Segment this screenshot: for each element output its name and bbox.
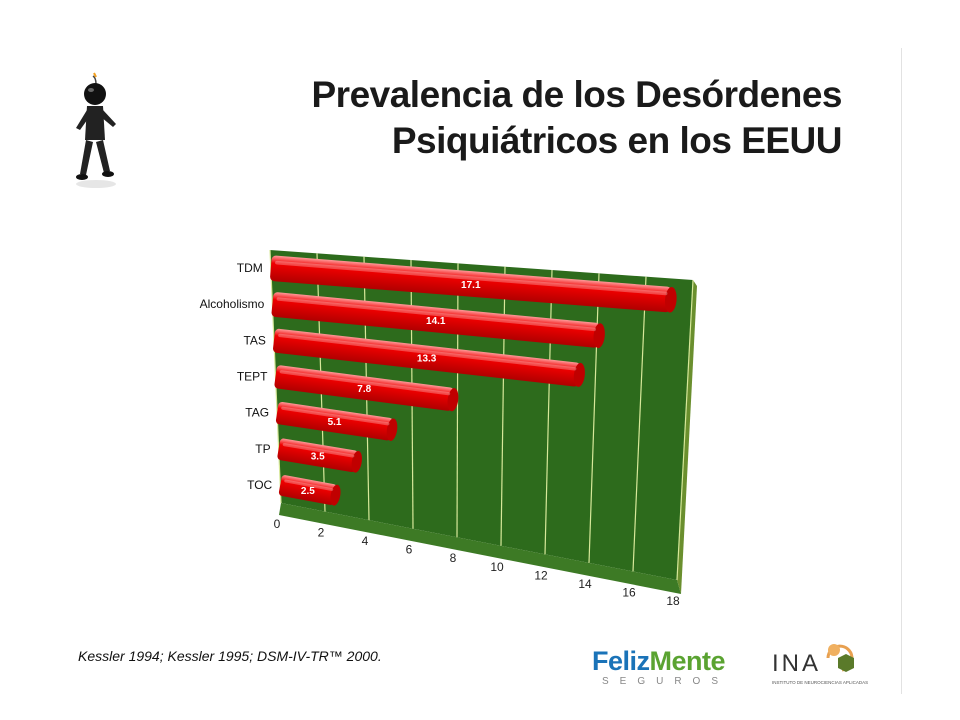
plot-floor xyxy=(279,503,681,594)
bar-body xyxy=(270,255,672,313)
bar-TAS xyxy=(273,328,585,387)
data-label: 13.3 xyxy=(417,354,437,365)
bar-body xyxy=(275,401,394,441)
x-tick-label: 14 xyxy=(578,577,592,591)
bar-body xyxy=(277,438,358,473)
title-line-1: Prevalencia de los Desórdenes xyxy=(311,74,843,115)
bar-TEPT xyxy=(274,365,459,412)
logo-word-1: Feliz xyxy=(592,646,650,676)
x-tick-label: 12 xyxy=(534,568,548,582)
data-label: 2.5 xyxy=(301,486,315,497)
x-tick-label: 10 xyxy=(490,560,504,574)
bar-body xyxy=(278,475,337,505)
citation: Kessler 1994; Kessler 1995; DSM-IV-TR™ 2… xyxy=(78,648,382,664)
gridline-10 xyxy=(500,266,506,546)
plot-side xyxy=(677,280,697,594)
x-tick-label: 2 xyxy=(318,526,325,540)
category-label: TOC xyxy=(247,478,272,492)
category-label: TDM xyxy=(237,261,263,275)
ina-logo-text: INA xyxy=(772,650,822,677)
felizmente-logo: FelizMente SEGUROS xyxy=(592,646,729,687)
gridline-16 xyxy=(632,276,647,572)
slide-divider xyxy=(901,48,902,694)
data-label: 5.1 xyxy=(328,417,342,428)
ina-logo-subtitle: INSTITUTO DE NEUROCIENCIAS APLICADAS xyxy=(772,680,869,685)
bar-cap xyxy=(330,484,341,506)
bar-body xyxy=(273,328,581,387)
bar-cap xyxy=(664,286,677,313)
bar-cap xyxy=(447,388,459,412)
title-line-2: Psiquiátricos en los EEUU xyxy=(391,120,843,161)
x-tick-label: 6 xyxy=(406,543,413,557)
x-tick-label: 4 xyxy=(362,534,369,548)
logo-word-2: Mente xyxy=(649,646,726,676)
category-label: Alcoholismo xyxy=(200,297,265,311)
category-label: TP xyxy=(255,442,270,456)
category-label: TEPT xyxy=(237,370,268,384)
data-label: 17.1 xyxy=(461,280,481,291)
ina-emblem-icon xyxy=(826,644,854,672)
logo-subtitle: SEGUROS xyxy=(602,676,730,687)
category-label: TAS xyxy=(243,333,265,347)
gridline-18 xyxy=(676,279,694,581)
gridline-14 xyxy=(588,273,600,563)
bar-TOC xyxy=(278,475,341,506)
bar-cap xyxy=(351,450,362,473)
bar-cap xyxy=(386,418,398,441)
bar-TDM xyxy=(270,255,677,313)
bar-Alcoholismo xyxy=(271,292,605,349)
bar-TAG xyxy=(275,401,398,441)
gridline-12 xyxy=(544,269,553,555)
x-tick-label: 16 xyxy=(622,585,636,599)
bar-cap xyxy=(593,323,605,349)
data-label: 7.8 xyxy=(357,384,371,395)
data-label: 14.1 xyxy=(426,316,446,327)
bar-body xyxy=(271,292,600,348)
ina-logo: INA INSTITUTO DE NEUROCIENCIAS APLICADAS xyxy=(772,636,872,692)
x-tick-label: 8 xyxy=(450,551,457,565)
x-tick-label: 18 xyxy=(666,594,680,608)
bar-TP xyxy=(277,438,362,473)
data-label: 3.5 xyxy=(311,451,325,462)
bar-body xyxy=(274,365,454,411)
stick-figure-bomb-icon xyxy=(70,70,130,200)
category-label: TAG xyxy=(245,406,269,420)
x-tick-label: 0 xyxy=(274,517,281,531)
bar-cap xyxy=(573,362,585,387)
slide-title: Prevalencia de los Desórdenes Psiquiátri… xyxy=(312,72,843,164)
